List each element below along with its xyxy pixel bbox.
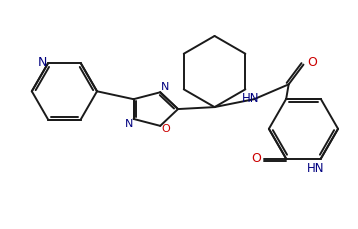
Text: O: O <box>162 124 170 134</box>
Text: N: N <box>161 82 169 92</box>
Text: HN: HN <box>307 162 325 175</box>
Text: O: O <box>252 152 261 165</box>
Text: N: N <box>38 56 47 68</box>
Text: HN: HN <box>242 92 260 105</box>
Text: N: N <box>125 119 133 129</box>
Text: O: O <box>308 56 317 69</box>
